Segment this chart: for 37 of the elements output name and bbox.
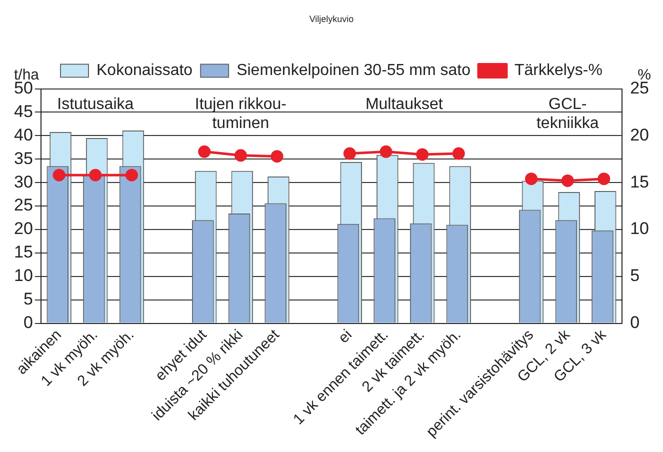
point xyxy=(234,149,247,162)
y2-tick-label: 25 xyxy=(630,78,650,98)
point xyxy=(270,150,284,163)
point xyxy=(125,168,138,182)
point xyxy=(380,145,392,158)
annotation: Itujen rikkou- tuminen xyxy=(194,96,286,132)
y-tick-label: 20 xyxy=(14,219,33,238)
y-tick-label: 15 xyxy=(14,242,33,262)
y2-tick-label: 10 xyxy=(630,219,650,238)
y2-tick-label: 0 xyxy=(630,312,640,332)
point xyxy=(598,172,610,186)
point xyxy=(52,168,66,182)
y-tick-label: 35 xyxy=(14,148,33,168)
y2-tick-label: 20 xyxy=(630,125,650,144)
point xyxy=(198,145,211,158)
point xyxy=(525,172,538,186)
annotation: Istutusaika xyxy=(57,96,134,114)
point xyxy=(416,148,429,161)
y-tick-label: 25 xyxy=(14,196,33,215)
point xyxy=(343,147,356,160)
chart-title: Viljelykuvio xyxy=(309,14,354,24)
y-tick-label: 5 xyxy=(23,290,33,309)
y-tick-label: 40 xyxy=(14,125,33,144)
point xyxy=(89,168,102,182)
y-tick-label: 0 xyxy=(23,312,33,332)
y2-tick-label: 15 xyxy=(630,172,650,192)
y-tick-label: 30 xyxy=(14,172,33,192)
y-tick-label: 10 xyxy=(14,266,33,286)
point xyxy=(561,174,574,187)
legend-label: Siemenkelpoinen 30-55 mm sato xyxy=(236,62,471,80)
y2-tick-label: 5 xyxy=(630,266,640,286)
legend-label: Kokonaissato xyxy=(96,62,193,80)
annotation: GCL- tekniikka xyxy=(536,96,599,132)
point xyxy=(452,147,465,160)
legend-label: Tärkkelys-% xyxy=(514,62,602,80)
annotation: Multaukset xyxy=(365,96,444,114)
y-tick-label: 45 xyxy=(14,102,33,121)
